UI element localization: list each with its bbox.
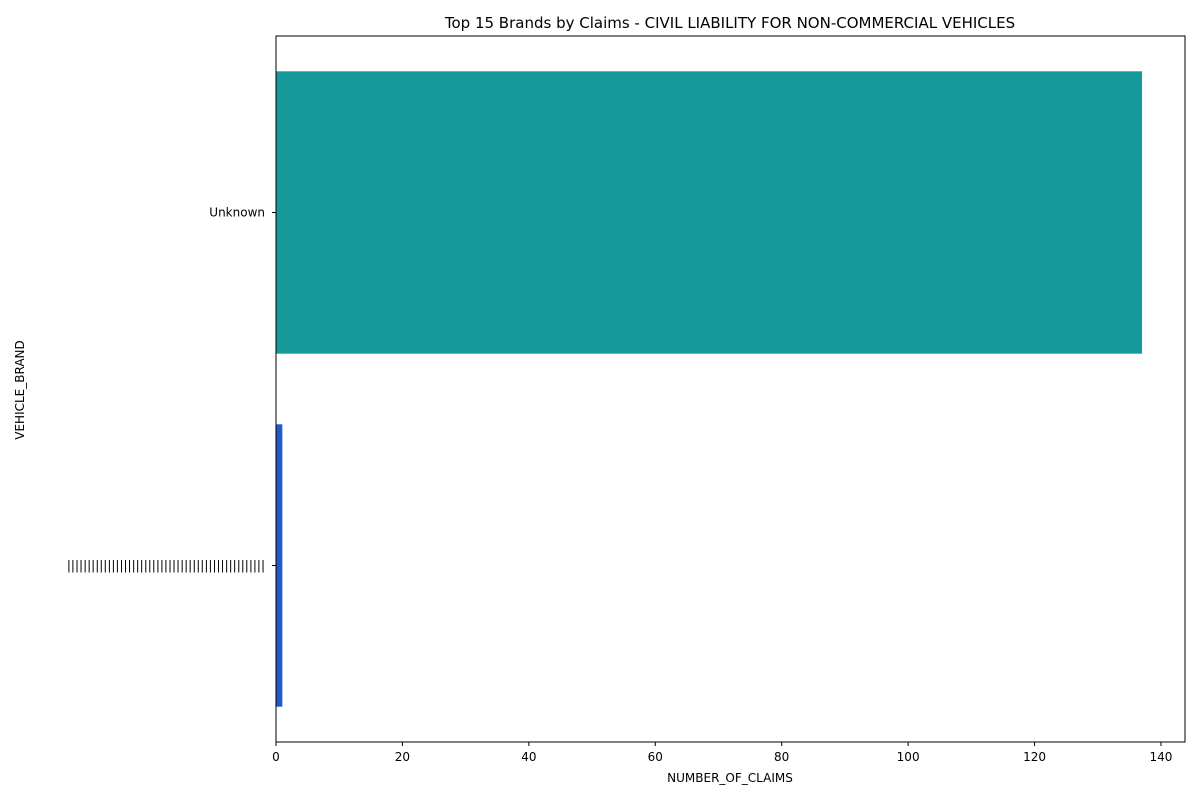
x-tick-label-6: 120 (1023, 750, 1046, 764)
y-tick-label-0: Unknown (209, 206, 265, 220)
y-tick-label-1: ||||||||||||||||||||||||||||||||||||||||… (67, 559, 265, 573)
x-tick-label-7: 140 (1150, 750, 1173, 764)
x-tick-label-4: 80 (774, 750, 789, 764)
x-tick-label-2: 40 (521, 750, 536, 764)
plot-frame (275, 35, 1186, 743)
y-axis-label: VEHICLE_BRAND (13, 340, 27, 440)
bar-0 (276, 71, 1143, 354)
x-tick-label-1: 20 (395, 750, 410, 764)
chart-title: Top 15 Brands by Claims - CIVIL LIABILIT… (444, 14, 1015, 32)
x-axis-ticks: 0 20 40 60 80 100 120 140 (272, 742, 1172, 764)
x-tick-label-0: 0 (272, 750, 280, 764)
x-tick-label-5: 100 (897, 750, 920, 764)
y-axis-ticks: Unknown |||||||||||||||||||||||||||||||||… (67, 206, 276, 573)
x-axis-label: NUMBER_OF_CLAIMS (667, 771, 793, 785)
x-tick-label-3: 60 (648, 750, 663, 764)
bars-group (276, 71, 1143, 707)
bar-1 (276, 424, 283, 707)
